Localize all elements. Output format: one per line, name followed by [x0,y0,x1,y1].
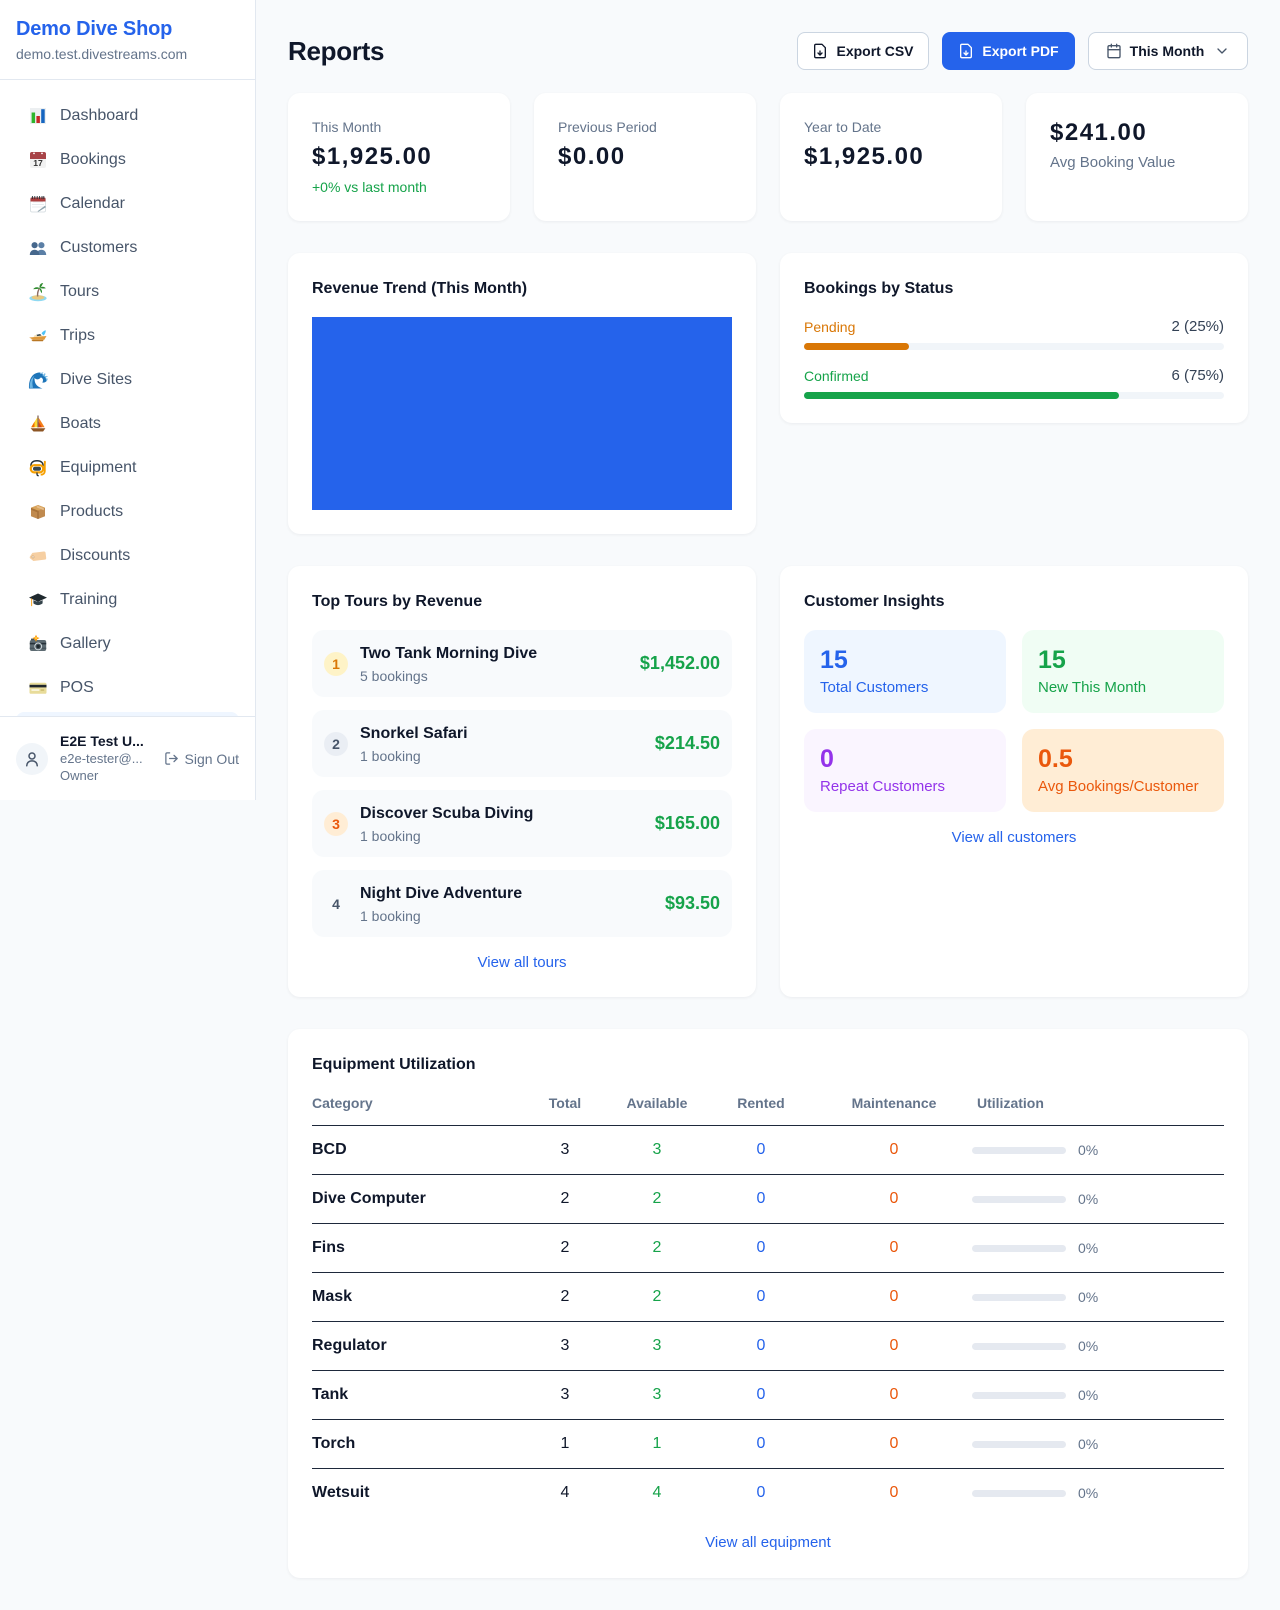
svg-text:17: 17 [33,158,43,168]
